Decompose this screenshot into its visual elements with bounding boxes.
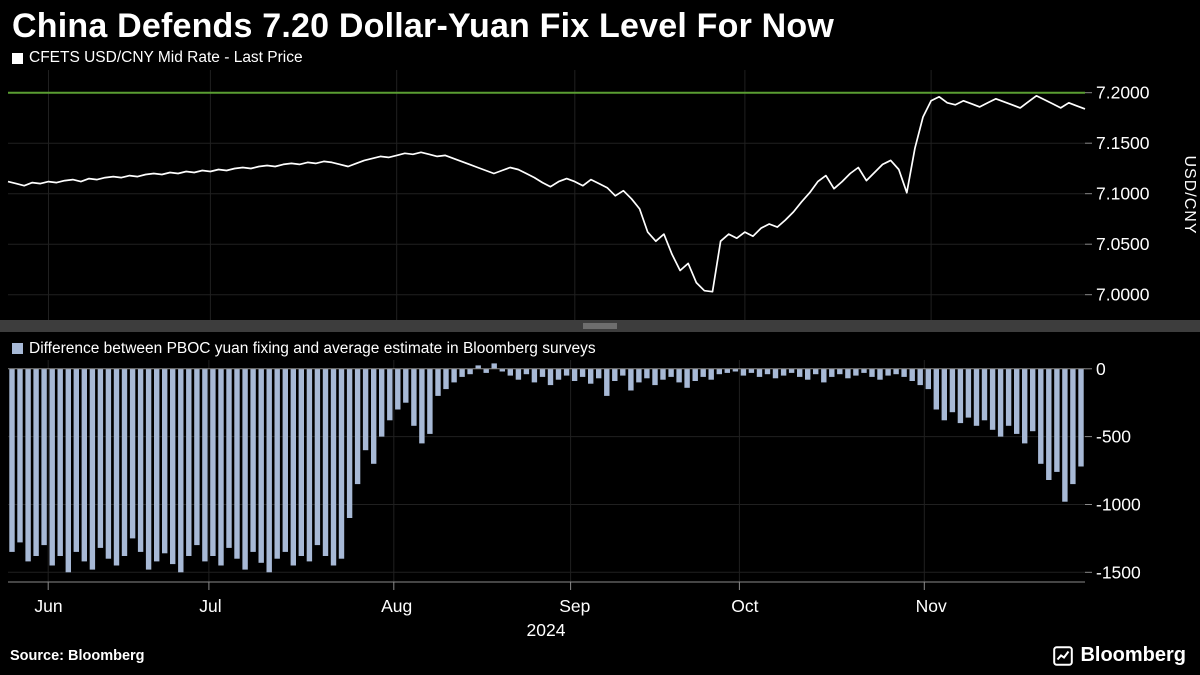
svg-text:-500: -500 [1096, 427, 1131, 447]
svg-text:-1000: -1000 [1096, 495, 1141, 515]
bar-chart: 0 -500 -1000 -1500 [8, 360, 1141, 590]
bar-chart-panel: 0 -500 -1000 -1500 [0, 360, 1200, 594]
source-label: Source: Bloomberg [10, 647, 145, 664]
svg-text:7.0000: 7.0000 [1096, 285, 1150, 305]
bar-legend-label: Difference between PBOC yuan fixing and … [29, 339, 596, 357]
svg-text:7.0500: 7.0500 [1096, 234, 1150, 254]
x-axis-month-label: Sep [559, 596, 591, 616]
svg-text:7.1000: 7.1000 [1096, 184, 1150, 204]
x-axis-month-label: Oct [731, 596, 759, 616]
x-axis-month-label: Nov [915, 596, 947, 616]
line-chart-legend: CFETS USD/CNY Mid Rate - Last Price [0, 46, 1200, 70]
svg-text:0: 0 [1096, 360, 1106, 379]
chart-title: China Defends 7.20 Dollar-Yuan Fix Level… [12, 7, 835, 45]
bloomberg-logo-icon [1053, 645, 1074, 666]
line-chart-panel: 7.2000 7.1500 7.1000 7.0500 7.0000 USD/CNY [0, 70, 1200, 320]
line-legend-label: CFETS USD/CNY Mid Rate - Last Price [29, 49, 303, 66]
bloomberg-logo-text: Bloomberg [1080, 644, 1186, 666]
year-label: 2024 [526, 620, 566, 640]
x-axis: Jun Jul Aug Sep Oct Nov [0, 594, 1200, 620]
svg-text:7.1500: 7.1500 [1096, 133, 1150, 153]
bar-legend-swatch-icon [12, 343, 23, 354]
line-chart: 7.2000 7.1500 7.1000 7.0500 7.0000 [7, 70, 1150, 320]
x-axis-year: 2024 [0, 620, 1200, 644]
line-chart-y-axis-label: USD/CNY [1181, 155, 1198, 235]
bar-chart-legend: Difference between PBOC yuan fixing and … [0, 332, 1200, 360]
panel-divider [0, 320, 1200, 332]
panel-resize-handle [583, 323, 617, 329]
svg-text:-1500: -1500 [1096, 562, 1141, 582]
footer: Source: Bloomberg Bloomberg [0, 644, 1200, 675]
x-axis-month-label: Jun [34, 596, 63, 616]
x-axis-month-label: Aug [381, 596, 413, 616]
line-legend-swatch-icon [12, 52, 23, 64]
bloomberg-logo: Bloomberg [1053, 644, 1186, 667]
svg-text:7.2000: 7.2000 [1096, 83, 1150, 103]
x-axis-month-label: Jul [199, 596, 222, 616]
